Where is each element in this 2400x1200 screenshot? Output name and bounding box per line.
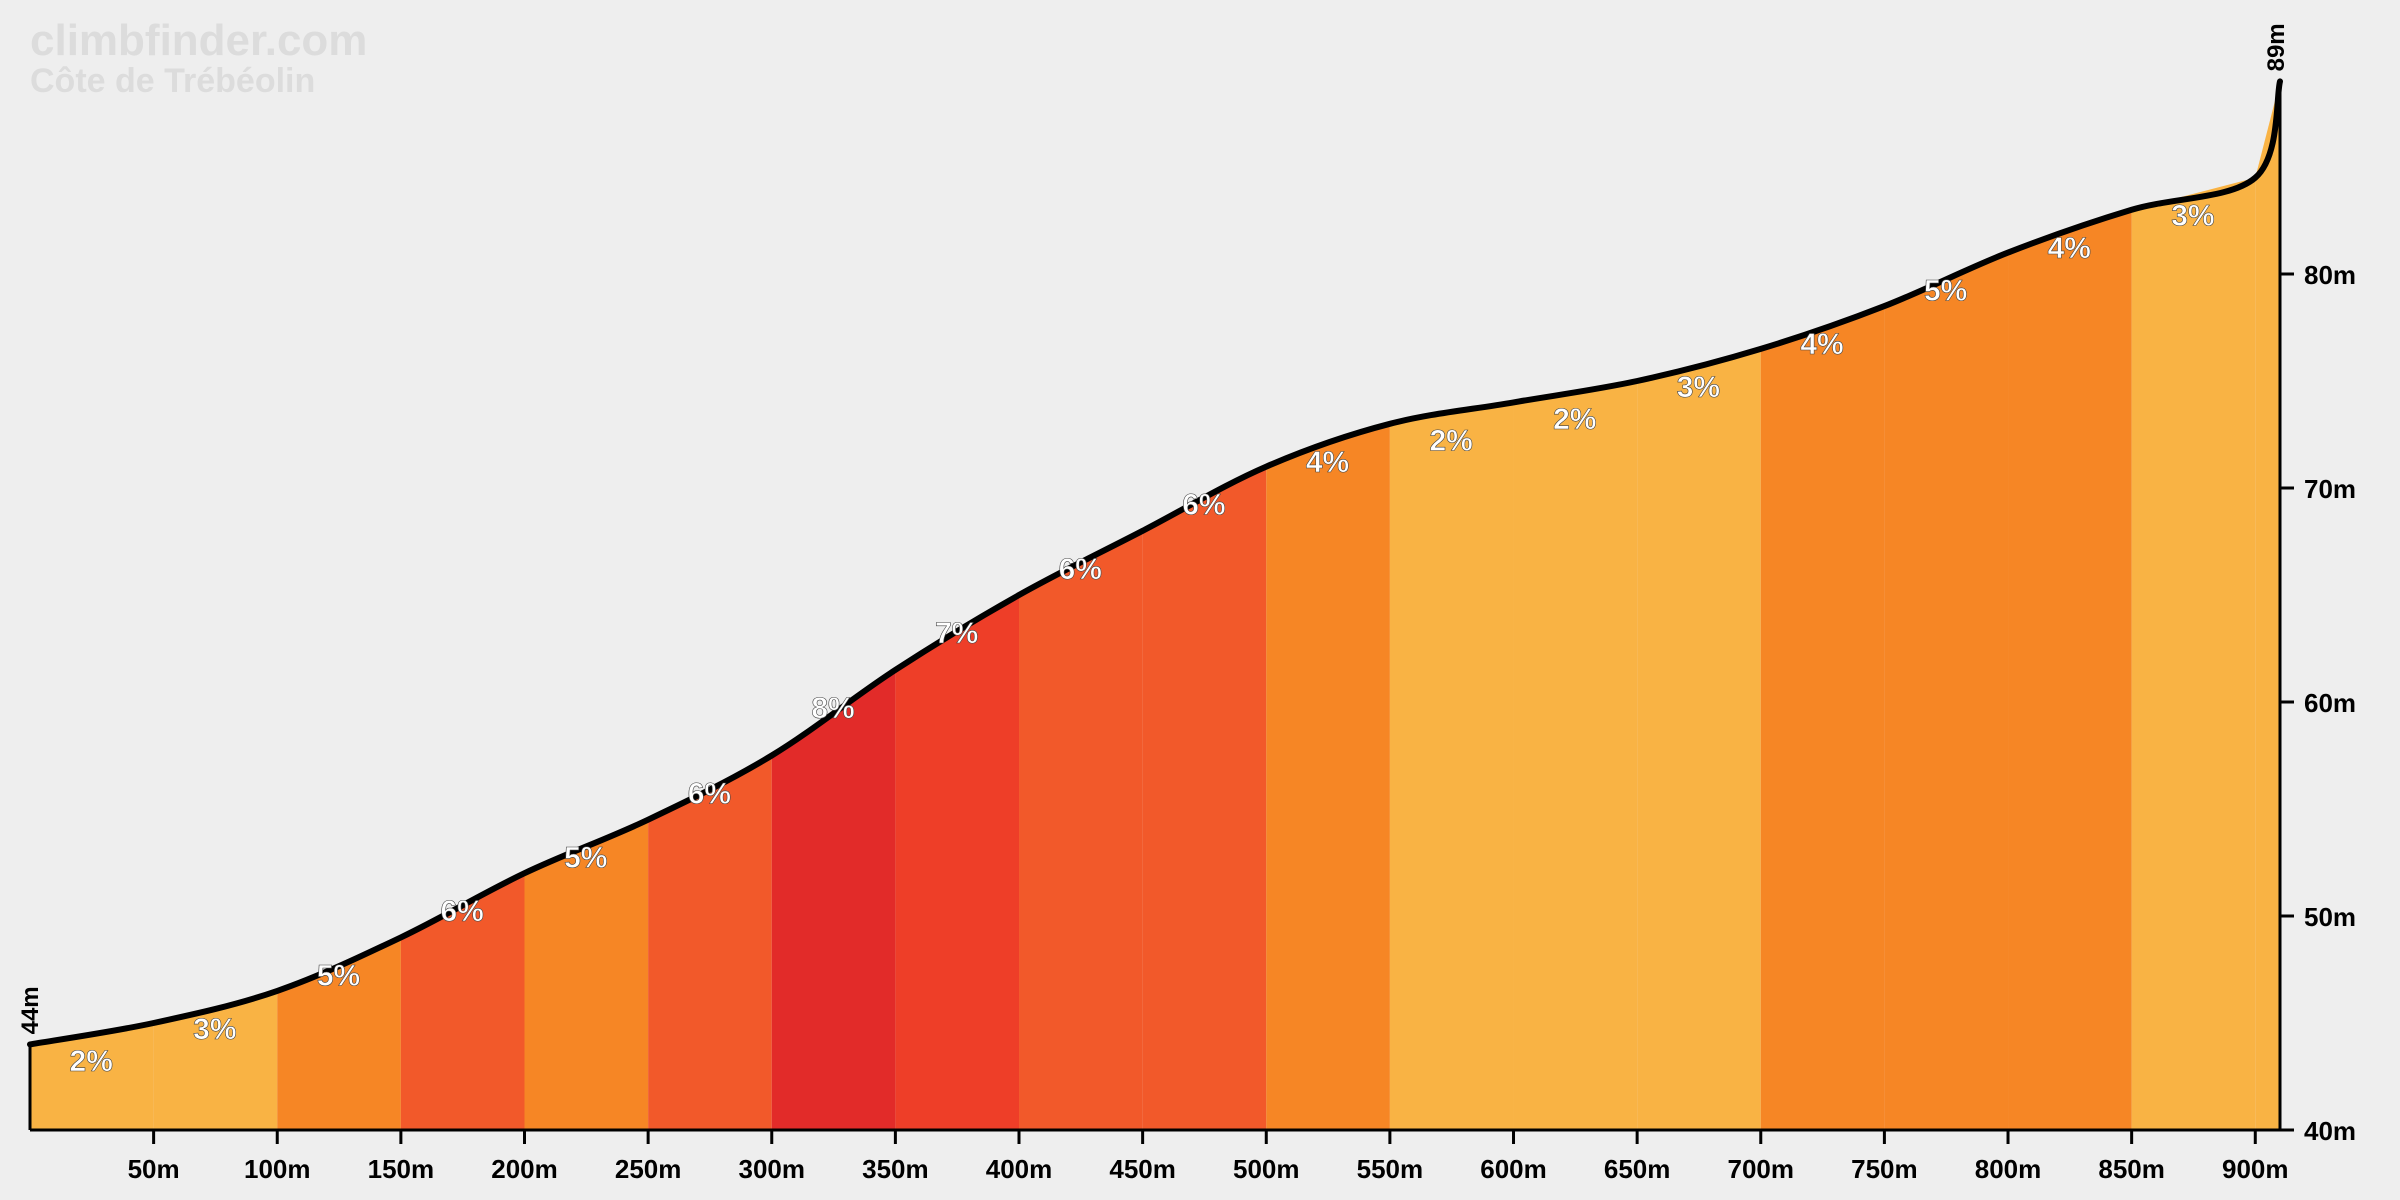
x-tick-label: 750m [1851, 1154, 1918, 1184]
x-tick-label: 800m [1975, 1154, 2042, 1184]
gradient-label: 2% [1553, 403, 1596, 436]
x-tick-label: 250m [615, 1154, 682, 1184]
y-tick-label: 70m [2304, 474, 2356, 504]
x-tick-label: 850m [2098, 1154, 2165, 1184]
x-tick-label: 100m [244, 1154, 311, 1184]
start-elevation-label: 44m [17, 986, 44, 1034]
x-tick-label: 200m [491, 1154, 558, 1184]
gradient-label: 6% [1059, 553, 1102, 586]
x-tick-label: 650m [1604, 1154, 1671, 1184]
x-tick-label: 900m [2222, 1154, 2289, 1184]
x-tick-label: 700m [1728, 1154, 1795, 1184]
x-tick-label: 300m [739, 1154, 806, 1184]
x-tick-label: 150m [368, 1154, 435, 1184]
gradient-label: 4% [1306, 446, 1349, 479]
gradient-label: 3% [2171, 200, 2214, 233]
gradient-label: 8% [811, 692, 854, 725]
y-tick-label: 40m [2304, 1116, 2356, 1146]
gradient-label: 6% [440, 895, 483, 928]
gradient-label: 4% [1800, 328, 1843, 361]
x-tick-label: 50m [128, 1154, 180, 1184]
gradient-label: 7% [935, 617, 978, 650]
gradient-label: 5% [317, 959, 360, 992]
y-tick-label: 50m [2304, 902, 2356, 932]
x-tick-label: 350m [862, 1154, 929, 1184]
gradient-label: 6% [688, 778, 731, 811]
gradient-label: 2% [1429, 424, 1472, 457]
x-tick-label: 450m [1109, 1154, 1176, 1184]
gradient-label: 3% [193, 1013, 236, 1046]
x-tick-label: 400m [986, 1154, 1053, 1184]
gradient-label: 5% [564, 842, 607, 875]
gradient-label: 5% [1924, 275, 1967, 308]
end-elevation-label: 89m [2263, 23, 2290, 71]
gradient-label: 3% [1677, 371, 1720, 404]
gradient-label: 4% [2048, 232, 2091, 265]
x-tick-label: 500m [1233, 1154, 1300, 1184]
y-tick-label: 60m [2304, 688, 2356, 718]
x-tick-label: 550m [1357, 1154, 1424, 1184]
x-tick-label: 600m [1480, 1154, 1547, 1184]
y-tick-label: 80m [2304, 260, 2356, 290]
elevation-profile-chart: 2% 3% 5% 6% 5% 6% 8% 7% 6% 6% 4% 2% 2% 3% 4% 5% 4% 3% 50m 1… [0, 0, 2400, 1200]
gradient-label: 2% [70, 1045, 113, 1078]
gradient-label: 6% [1182, 489, 1225, 522]
